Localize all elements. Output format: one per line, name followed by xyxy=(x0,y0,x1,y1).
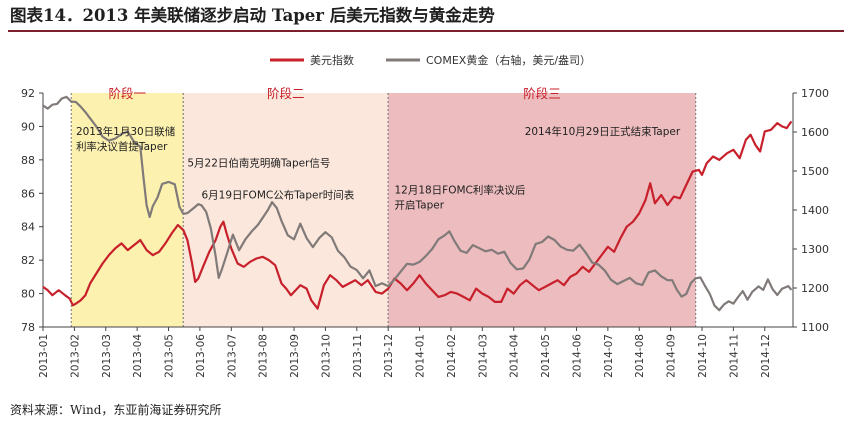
left-tick-label: 82 xyxy=(21,254,35,267)
right-tick-label: 1200 xyxy=(801,282,829,295)
left-tick-label: 90 xyxy=(21,120,35,133)
x-tick-label: 2013-11 xyxy=(352,334,364,378)
x-tick-label: 2013-07 xyxy=(226,334,238,378)
x-tick-label: 2014-06 xyxy=(571,334,583,378)
usd-index-line xyxy=(42,120,793,310)
left-tick-label: 88 xyxy=(21,154,35,167)
x-tick-label: 2014-08 xyxy=(634,334,646,378)
source-note: 资料来源：Wind，东亚前海证券研究所 xyxy=(10,403,222,417)
x-tick-label: 2013-03 xyxy=(101,334,113,378)
right-tick-label: 1100 xyxy=(801,321,829,334)
left-tick-label: 92 xyxy=(21,87,35,100)
chart-labels: 阶段一 阶段二 阶段三 78 80 82 84 86 88 90 92 1100 1200 1300 140… xyxy=(21,86,829,378)
x-tick-label: 2013-09 xyxy=(289,334,301,378)
annotation-4-line-2: 开启Taper xyxy=(394,198,444,211)
x-tick-label: 2014-05 xyxy=(540,334,552,378)
chart-title: 图表14．2013 年美联储逐步启动 Taper 后美元指数与黄金走势 xyxy=(10,6,495,25)
x-tick-label: 2013-04 xyxy=(132,334,144,378)
phase-label-2: 阶段二 xyxy=(267,86,305,101)
annotation-1-line-1: 2013年1月30日联储 xyxy=(76,125,176,138)
right-tick-label: 1600 xyxy=(801,126,829,139)
legend-label-gold: COMEX黄金（右轴，美元/盎司） xyxy=(426,53,591,67)
right-tick-label: 1400 xyxy=(801,204,829,217)
annotation-4-line-1: 12月18日FOMC利率决议后 xyxy=(394,183,525,196)
x-tick-label: 2014-01 xyxy=(415,334,427,378)
phase-band-2 xyxy=(183,93,389,327)
annotation-2-line-1: 5月22日伯南克明确Taper信号 xyxy=(187,157,330,170)
annotation-3-line-1: 6月19日FOMC公布Taper时间表 xyxy=(201,188,354,201)
x-tick-label: 2013-06 xyxy=(195,334,207,378)
x-tick-label: 2013-01 xyxy=(38,334,50,378)
x-tick-label: 2014-04 xyxy=(509,334,521,378)
x-tick-label: 2013-02 xyxy=(69,334,81,378)
left-tick-label: 84 xyxy=(21,221,35,234)
x-tick-label: 2014-02 xyxy=(446,334,458,378)
gold-price-line xyxy=(42,95,793,312)
x-tick-label: 2013-08 xyxy=(258,334,270,378)
x-tick-label: 2013-05 xyxy=(164,334,176,378)
x-tick-label: 2014-11 xyxy=(728,334,740,378)
x-tick-label: 2014-09 xyxy=(666,334,678,378)
right-tick-label: 1700 xyxy=(801,87,829,100)
x-tick-label: 2013-12 xyxy=(383,334,395,378)
x-tick-label: 2014-12 xyxy=(760,334,772,378)
x-tick-label: 2013-10 xyxy=(320,334,332,378)
right-tick-label: 1300 xyxy=(801,243,829,256)
phase-label-1: 阶段一 xyxy=(108,86,146,101)
annotation-5-line-1: 2014年10月29日正式结束Taper xyxy=(525,125,681,138)
phase-label-3: 阶段三 xyxy=(523,86,561,101)
right-tick-label: 1500 xyxy=(801,165,829,178)
title-divider xyxy=(8,30,844,32)
left-tick-label: 80 xyxy=(21,288,35,301)
legend: 美元指数 COMEX黄金（右轴，美元/盎司） xyxy=(270,53,591,67)
legend-label-usd: 美元指数 xyxy=(310,53,354,67)
left-tick-label: 78 xyxy=(21,321,35,334)
series-lines xyxy=(42,95,793,312)
x-tick-label: 2014-03 xyxy=(477,334,489,378)
x-tick-label: 2014-07 xyxy=(603,334,615,378)
annotation-1-line-2: 利率决议首提Taper xyxy=(76,140,168,153)
left-tick-label: 86 xyxy=(21,187,35,200)
x-tick-label: 2014-10 xyxy=(697,334,709,378)
